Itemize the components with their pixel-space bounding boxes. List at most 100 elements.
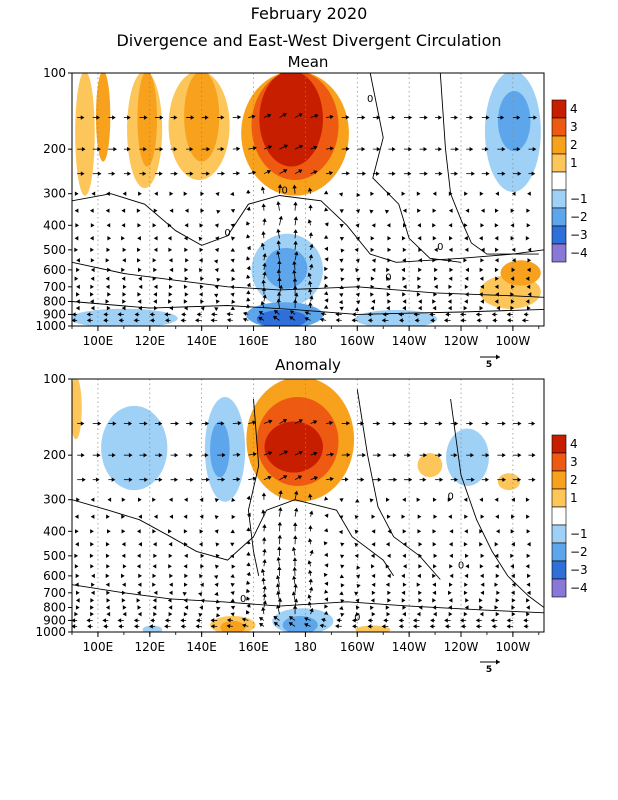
wind-arrow-head xyxy=(464,284,469,290)
wind-arrow-head xyxy=(309,549,314,554)
wind-arrow-head xyxy=(297,475,303,480)
wind-arrow-head xyxy=(329,114,334,120)
wind-arrow-head xyxy=(292,575,297,580)
wind-arrow-head xyxy=(434,284,438,290)
wind-arrow-head xyxy=(447,299,452,304)
wind-arrow-head xyxy=(511,582,516,587)
wind-arrow-head xyxy=(356,565,361,570)
wind-arrow-head xyxy=(122,611,127,617)
wind-arrow-head xyxy=(189,421,194,426)
wind-arrow-head xyxy=(149,312,154,317)
wind-arrow-head xyxy=(339,209,344,214)
wind-arrow-head xyxy=(184,276,189,281)
wind-arrow-head xyxy=(502,452,506,458)
wind-arrow-head xyxy=(324,552,329,557)
wind-arrow-head xyxy=(252,452,257,457)
reference-vector-label: 5 xyxy=(486,360,492,370)
wind-arrow-head xyxy=(134,312,139,317)
wind-arrow-head xyxy=(242,317,247,322)
wind-arrow-head xyxy=(401,267,406,273)
wind-arrow-head xyxy=(526,605,530,610)
wind-arrow-head xyxy=(215,599,221,604)
wind-arrow-head xyxy=(76,258,80,263)
wind-arrow-head xyxy=(200,598,205,603)
wind-arrow-head xyxy=(381,318,386,323)
wind-arrow-head xyxy=(200,276,204,281)
wind-arrow-head xyxy=(183,299,188,304)
wind-arrow-head xyxy=(266,169,272,174)
wind-arrow-head xyxy=(293,299,298,303)
wind-arrow-head xyxy=(143,146,147,152)
wind-arrow-head xyxy=(292,557,298,561)
wind-arrow-head xyxy=(432,305,437,311)
wind-arrow-head xyxy=(510,223,515,228)
wind-arrow-head xyxy=(246,297,251,302)
wind-arrow-head xyxy=(492,318,497,323)
wind-arrow-head xyxy=(91,582,95,587)
wind-arrow-head xyxy=(485,452,490,458)
wind-arrow-head xyxy=(479,605,483,610)
wind-arrow-head xyxy=(133,618,138,623)
wind-arrow-head xyxy=(408,477,413,482)
wind-arrow-head xyxy=(180,318,185,323)
x-tick-label: 120W xyxy=(444,640,479,654)
wind-arrow-head xyxy=(494,605,499,610)
wind-arrow-head xyxy=(444,618,448,623)
wind-arrow-head xyxy=(261,203,266,208)
wind-arrow-head xyxy=(90,497,95,502)
wind-arrow-head xyxy=(387,573,391,579)
wind-arrow-head xyxy=(277,260,282,264)
wind-arrow-head xyxy=(533,115,538,120)
wind-arrow-head xyxy=(213,259,218,264)
colorbar-label: −2 xyxy=(570,545,588,559)
wind-arrow-head xyxy=(361,115,366,120)
contour-line xyxy=(72,499,394,577)
wind-arrow-head xyxy=(338,300,343,305)
wind-arrow-head xyxy=(103,312,108,317)
wind-arrow-head xyxy=(215,236,220,241)
wind-arrow-head xyxy=(289,316,294,321)
wind-arrow-head xyxy=(418,598,423,603)
wind-arrow-head xyxy=(432,605,437,610)
wind-arrow-head xyxy=(105,605,110,610)
wind-arrow-head xyxy=(413,312,418,317)
wind-arrow-head xyxy=(371,590,376,596)
wind-arrow-head xyxy=(246,495,251,500)
wind-arrow-head xyxy=(150,318,154,323)
wind-arrow-head xyxy=(324,275,329,280)
wind-arrow-head xyxy=(355,209,360,214)
wind-arrow-head xyxy=(402,299,407,304)
wind-arrow-head xyxy=(432,529,437,534)
wind-arrow-head xyxy=(526,590,531,596)
wind-arrow-head xyxy=(206,171,210,176)
wind-arrow-head xyxy=(167,236,172,241)
wind-arrow-head xyxy=(74,236,79,241)
wind-arrow-head xyxy=(105,573,110,579)
wind-arrow-head xyxy=(304,311,309,316)
wind-arrow-head xyxy=(495,598,500,603)
wind-arrow-head xyxy=(416,582,421,587)
wind-arrow-head xyxy=(90,611,94,617)
contour-label: 0 xyxy=(437,242,443,253)
wind-arrow-head xyxy=(460,318,465,323)
wind-arrow-head xyxy=(283,144,289,149)
wind-arrow-head xyxy=(167,223,172,228)
wind-arrow-head xyxy=(402,276,407,281)
wind-arrow-head xyxy=(230,573,235,578)
wind-arrow-head xyxy=(153,514,158,519)
shading xyxy=(72,379,521,632)
wind-arrow-head xyxy=(121,236,125,241)
wind-arrow-head xyxy=(387,598,392,603)
colorbar-label: −1 xyxy=(570,192,588,206)
wind-arrow-head xyxy=(526,514,530,519)
wind-arrow-head xyxy=(261,230,266,235)
wind-arrow-head xyxy=(86,618,91,623)
wind-arrow-head xyxy=(479,611,484,617)
wind-arrow-head xyxy=(293,522,298,526)
wind-arrow-head xyxy=(495,191,499,196)
colorbar-label: 2 xyxy=(570,473,578,487)
wind-arrow-head xyxy=(105,208,110,213)
x-tick-label: 180 xyxy=(294,334,317,348)
contour-label: 0 xyxy=(240,594,246,605)
wind-arrow-head xyxy=(246,571,251,577)
